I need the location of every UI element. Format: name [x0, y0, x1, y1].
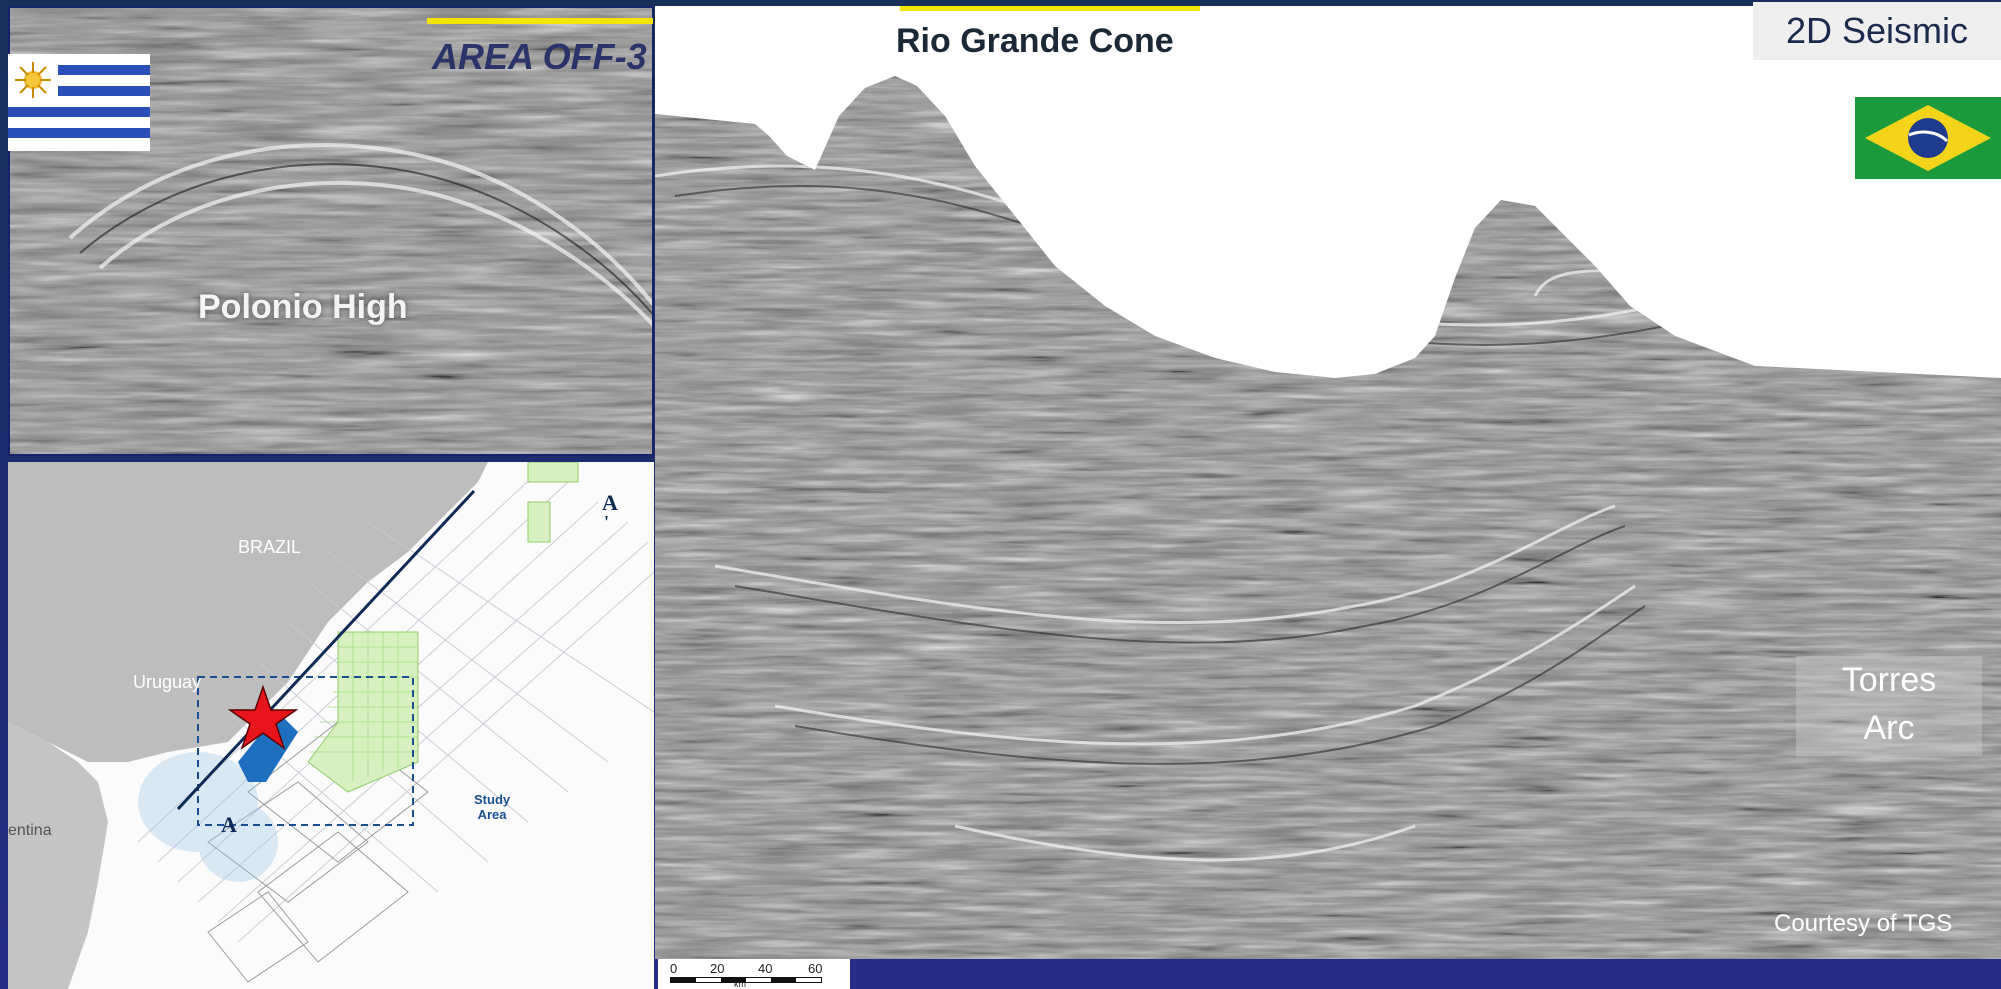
- bottom-strip: [655, 959, 2001, 989]
- scale-bar-ruler: [670, 977, 822, 983]
- map-label-argentina: entina: [8, 822, 52, 839]
- scale-unit: km: [734, 979, 746, 989]
- rio-grande-cone-label: Rio Grande Cone: [896, 22, 1174, 60]
- section-line-start-label: A: [221, 812, 237, 837]
- seismic-image-main: [655, 6, 2001, 959]
- uruguay-flag-icon: [8, 54, 150, 151]
- study-area-box: [197, 676, 414, 826]
- map-label-brazil: BRAZIL: [238, 537, 302, 557]
- red-star-icon: [227, 684, 299, 750]
- seismic-section-main: [655, 6, 2001, 959]
- torres-arc-label-line2: Arc: [1863, 709, 1915, 747]
- courtesy-label: Courtesy of TGS: [1774, 910, 1953, 937]
- polonio-high-label: Polonio High: [198, 288, 408, 326]
- section-line-end-label: A: [602, 490, 618, 515]
- torres-arc-label: Torres Arc: [1796, 656, 1982, 756]
- accent-bar-center: [900, 6, 1200, 11]
- study-area-label-line2: Area: [477, 807, 507, 822]
- location-map-svg: [8, 462, 654, 989]
- accent-bar-left: [427, 18, 653, 24]
- scale-tick-0: 0: [670, 961, 678, 976]
- study-area-label: Study Area: [474, 792, 510, 822]
- location-map: BRAZIL Uruguay entina Study Area A A ': [8, 462, 654, 989]
- scale-tick-40: 40: [758, 961, 773, 976]
- map-label-uruguay: Uruguay: [133, 672, 202, 692]
- study-area-label-line1: Study: [474, 792, 511, 807]
- slide-title: 2D Seismic: [1753, 2, 2001, 60]
- section-line-end-mark: ': [604, 512, 610, 532]
- scale-bar: 0 20 40 60 km: [658, 959, 850, 989]
- scale-tick-20: 20: [710, 961, 725, 976]
- scale-tick-60: 60: [808, 961, 823, 976]
- area-label: AREA OFF-3: [432, 36, 647, 77]
- brazil-flag-icon: [1855, 97, 2001, 179]
- torres-arc-label-line1: Torres: [1841, 661, 1937, 699]
